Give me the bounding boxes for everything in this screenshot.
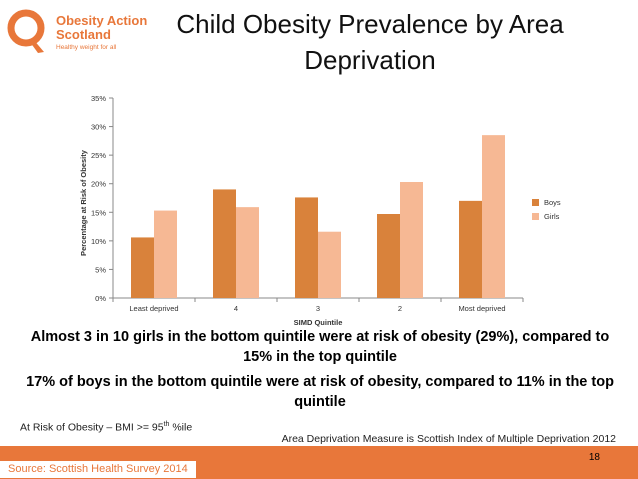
- x-axis-label: SIMD Quintile: [294, 318, 343, 327]
- bar-boys: [377, 214, 400, 298]
- logo-line2: Scotland: [56, 27, 111, 42]
- y-tick-label: 10%: [91, 237, 106, 246]
- legend-label-boys: Boys: [544, 198, 561, 207]
- page-number: 18: [588, 452, 600, 463]
- logo-tagline: Healthy weight for all: [56, 44, 117, 51]
- legend-swatch-boys: [532, 199, 539, 206]
- x-tick-label: Most deprived: [458, 304, 505, 313]
- bar-girls: [482, 135, 505, 298]
- summary-girls: Almost 3 in 10 girls in the bottom quint…: [30, 329, 610, 365]
- bar-girls: [400, 182, 423, 298]
- y-tick-label: 0%: [95, 294, 106, 303]
- bmi-note-sup: th: [163, 421, 170, 428]
- y-tick-label: 30%: [91, 123, 106, 132]
- bar-girls: [154, 210, 177, 298]
- summary-boys: 17% of boys in the bottom quintile were …: [26, 374, 614, 410]
- y-tick-label: 15%: [91, 208, 106, 217]
- bar-boys: [213, 189, 236, 298]
- y-tick-label: 5%: [95, 265, 106, 274]
- bmi-note-suffix: %ile: [169, 421, 193, 434]
- legend-label-girls: Girls: [544, 212, 560, 221]
- bar-boys: [295, 197, 318, 298]
- y-tick-label: 25%: [91, 151, 106, 160]
- x-tick-label: Least deprived: [129, 304, 178, 313]
- slide-title: Child Obesity Prevalence by Area Depriva…: [176, 9, 564, 75]
- deprivation-note: Area Deprivation Measure is Scottish Ind…: [281, 433, 616, 445]
- bmi-note-prefix: At Risk of Obesity – BMI >= 95: [20, 421, 164, 434]
- x-tick-label: 4: [234, 304, 238, 313]
- logo: Obesity Action Scotland Healthy weight f…: [6, 6, 166, 62]
- bar-boys: [459, 200, 482, 298]
- bar-girls: [318, 231, 341, 298]
- legend-swatch-girls: [532, 213, 539, 220]
- x-tick-label: 2: [398, 304, 402, 313]
- bar-girls: [236, 207, 259, 298]
- logo-mark-icon: [7, 9, 45, 53]
- logo-line1: Obesity Action: [56, 13, 148, 28]
- y-axis-label: Percentage at Risk of Obesity: [79, 149, 88, 256]
- bmi-note: At Risk of Obesity – BMI >= 95th %ile: [20, 421, 192, 434]
- y-tick-label: 20%: [91, 180, 106, 189]
- y-tick-label: 35%: [91, 94, 106, 103]
- bar-boys: [131, 237, 154, 298]
- source-label: Source: Scottish Health Survey 2014: [0, 460, 197, 479]
- bar-chart: 0% 5% 10% 15% 20% 25% 30% 35% Least deprived 4 3 2 M…: [79, 94, 561, 327]
- x-tick-label: 3: [316, 304, 320, 313]
